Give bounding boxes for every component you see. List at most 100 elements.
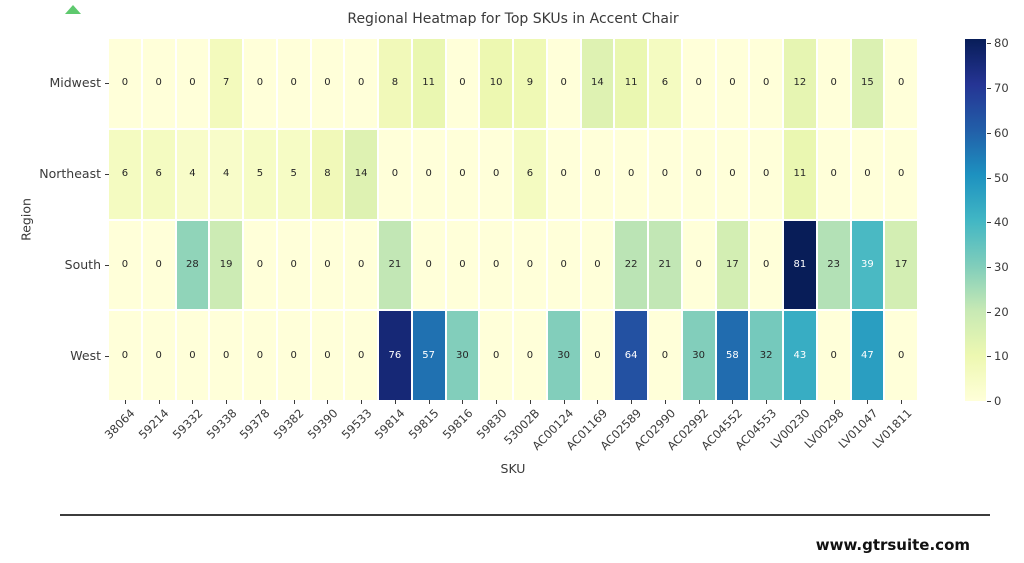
heatmap-cell: 0 xyxy=(277,311,310,400)
heatmap-cell: 0 xyxy=(716,39,749,128)
heatmap-cell: 0 xyxy=(446,39,479,128)
heatmap-cell: 0 xyxy=(277,39,310,128)
x-tick-label: 59214 xyxy=(135,406,172,442)
heatmap-cell: 0 xyxy=(311,39,344,128)
y-tick-mark xyxy=(105,264,109,266)
x-tick-mark xyxy=(664,400,666,404)
heatmap-cell: 9 xyxy=(514,39,546,128)
heatmap-cell: 0 xyxy=(716,129,749,219)
colorbar-tick-mark xyxy=(987,177,991,179)
heatmap-cell: 23 xyxy=(817,220,850,310)
heatmap-cell: 6 xyxy=(142,129,175,219)
x-tick-mark xyxy=(361,400,363,404)
heatmap-cell: 0 xyxy=(345,311,377,400)
heatmap-grid: 0 0 0 7 0 0 0 0 8 11 0 10 9 0 14 11 6 0 0 0 12 0 15 0 6 6 4 4 5 5 8 14 0… xyxy=(109,39,917,400)
heatmap-cell: 0 xyxy=(446,220,479,310)
x-tick-mark xyxy=(563,400,565,404)
heatmap-cell: 8 xyxy=(311,129,344,219)
heatmap-cell: 0 xyxy=(615,129,647,219)
x-tick-label: 59815 xyxy=(405,406,442,442)
x-tick-label: 59338 xyxy=(203,406,240,442)
heatmap-cell: 0 xyxy=(480,220,512,310)
heatmap-cell: 28 xyxy=(176,220,209,310)
heatmap-cell: 0 xyxy=(649,129,681,219)
colorbar-tick-mark xyxy=(987,266,991,268)
heatmap-cell: 0 xyxy=(547,129,580,219)
heatmap-cell: 0 xyxy=(547,220,580,310)
heatmap-cell: 21 xyxy=(379,220,411,310)
heatmap-cell: 0 xyxy=(480,311,512,400)
heatmap-cell: 0 xyxy=(817,129,850,219)
x-tick-label: 59332 xyxy=(169,406,206,442)
x-tick-mark xyxy=(732,400,734,404)
heatmap-cell: 0 xyxy=(885,39,917,128)
colorbar-tick-mark xyxy=(987,88,991,90)
x-tick-label: 59814 xyxy=(371,406,408,442)
heatmap-cell: 0 xyxy=(412,129,445,219)
heatmap-cell: 64 xyxy=(615,311,647,400)
heatmap-cell: 12 xyxy=(784,39,816,128)
heatmap-cell: 0 xyxy=(581,129,614,219)
footer-divider xyxy=(60,514,990,516)
heatmap-cell: 0 xyxy=(682,129,715,219)
x-tick-mark xyxy=(901,400,903,404)
heatmap-cell: 0 xyxy=(885,311,917,400)
heatmap-cell: 5 xyxy=(277,129,310,219)
heatmap-cell: 0 xyxy=(109,39,141,128)
y-tick-mark xyxy=(105,174,109,176)
heatmap-cell: 0 xyxy=(210,311,242,400)
heatmap-cell: 17 xyxy=(716,220,749,310)
x-tick-mark xyxy=(799,400,801,404)
colorbar-tick-label: 0 xyxy=(994,394,1002,408)
chart-title: Regional Heatmap for Top SKUs in Accent … xyxy=(347,11,679,27)
colorbar-tick-mark xyxy=(987,356,991,358)
x-tick-mark xyxy=(698,400,700,404)
heatmap-cell: 0 xyxy=(176,39,209,128)
x-tick-mark xyxy=(124,400,126,404)
heatmap-cell: 81 xyxy=(784,220,816,310)
y-tick-label: Northeast xyxy=(39,166,101,182)
heatmap-cell: 0 xyxy=(142,220,175,310)
heatmap-cell: 57 xyxy=(412,311,445,400)
heatmap-cell: 30 xyxy=(547,311,580,400)
heatmap-cell: 19 xyxy=(210,220,242,310)
heatmap-cell: 14 xyxy=(581,39,614,128)
heatmap-cell: 0 xyxy=(142,39,175,128)
x-tick-mark xyxy=(192,400,194,404)
heatmap-cell: 0 xyxy=(581,311,614,400)
heatmap-cell: 32 xyxy=(750,311,782,400)
heatmap-cell: 76 xyxy=(379,311,411,400)
heatmap-cell: 0 xyxy=(277,220,310,310)
heatmap-cell: 7 xyxy=(210,39,242,128)
heatmap-cell: 0 xyxy=(817,311,850,400)
y-tick-label: West xyxy=(70,347,101,363)
heatmap-cell: 4 xyxy=(176,129,209,219)
x-tick-mark xyxy=(631,400,633,404)
y-tick-label: South xyxy=(64,256,101,272)
heatmap-cell: 0 xyxy=(142,311,175,400)
heatmap-cell: 30 xyxy=(682,311,715,400)
heatmap-cell: 0 xyxy=(109,220,141,310)
x-tick-label: 59390 xyxy=(304,406,341,442)
colorbar-tick-label: 50 xyxy=(994,170,1009,185)
colorbar-tick-label: 30 xyxy=(994,259,1009,274)
x-tick-mark xyxy=(867,400,869,404)
footer-link: www.gtrsuite.com xyxy=(815,536,970,554)
heatmap-cell: 22 xyxy=(615,220,647,310)
x-axis-label: SKU xyxy=(500,461,526,476)
heatmap-cell: 0 xyxy=(885,129,917,219)
colorbar-tick-mark xyxy=(987,401,991,402)
heatmap-cell: 17 xyxy=(885,220,917,310)
x-tick-mark xyxy=(597,400,599,404)
colorbar-tick-mark xyxy=(987,132,991,134)
x-tick-mark xyxy=(529,400,531,404)
heatmap-cell: 10 xyxy=(480,39,512,128)
heatmap-cell: 14 xyxy=(345,129,377,219)
x-tick-label: 59816 xyxy=(439,406,476,442)
heatmap-cell: 6 xyxy=(514,129,546,219)
colorbar-tick-label: 20 xyxy=(994,304,1009,319)
heatmap-cell: 58 xyxy=(716,311,749,400)
heatmap-cell: 0 xyxy=(244,39,276,128)
x-tick-label: 59382 xyxy=(270,406,307,442)
